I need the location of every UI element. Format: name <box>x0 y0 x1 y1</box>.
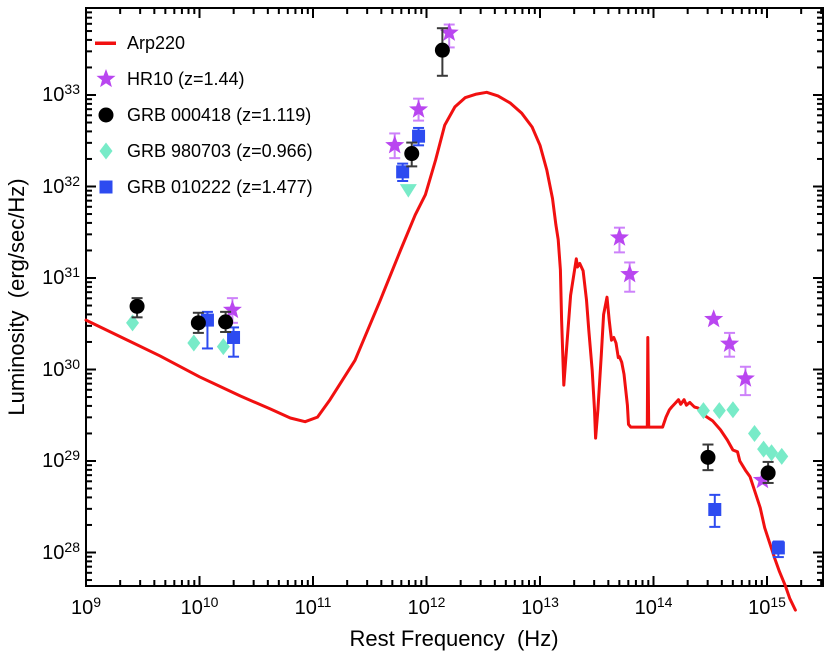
data-point <box>412 129 426 143</box>
legend-marker-glyph <box>96 69 116 88</box>
upper-limit-point <box>399 184 417 198</box>
data-point <box>712 402 726 420</box>
data-point <box>620 264 640 283</box>
data-point <box>385 135 405 154</box>
x-tick-label-e9: 109 <box>70 594 102 619</box>
axes-frame <box>85 7 824 587</box>
data-point <box>409 99 429 118</box>
legend-item-grb-980703: GRB 980703 (z=0.966) <box>92 133 313 169</box>
x-tick-label-e15: 1015 <box>748 594 786 619</box>
data-point <box>190 315 206 331</box>
legend-marker-glyph <box>98 107 114 123</box>
legend-label: GRB 010222 (z=1.477) <box>127 176 313 197</box>
data-point <box>771 541 785 555</box>
data-point <box>609 227 629 246</box>
data-point <box>735 368 755 387</box>
x-tick-label-e13: 1013 <box>521 594 559 619</box>
data-point <box>126 314 140 332</box>
legend-marker-glyph <box>99 142 113 160</box>
legend-label: GRB 000418 (z=1.119) <box>127 104 312 125</box>
data-point <box>708 502 722 516</box>
data-point <box>752 470 772 489</box>
legend-marker-glyph <box>95 41 116 45</box>
y-tick-label-e29: 1029 <box>42 447 80 472</box>
x-tick-label-e12: 1012 <box>407 594 446 619</box>
data-point <box>218 314 234 330</box>
legend-circle-icon <box>92 104 122 126</box>
data-point <box>129 298 145 314</box>
data-point <box>765 444 779 462</box>
data-point <box>222 300 242 319</box>
data-point <box>434 42 450 58</box>
legend-label: HR10 (z=1.44) <box>127 68 245 89</box>
y-tick-label-e32: 1032 <box>42 172 80 198</box>
y-tick-label-e30: 1030 <box>42 355 80 381</box>
data-point <box>96 69 116 88</box>
data-point <box>99 180 113 194</box>
data-point <box>187 334 201 352</box>
data-point <box>726 401 740 419</box>
legend-item-grb-000418: GRB 000418 (z=1.119) <box>92 97 313 133</box>
legend: Arp220 HR10 (z=1.44) GRB 000418 (z=1.119… <box>92 25 313 205</box>
data-point <box>748 425 762 443</box>
x-tick-label-e11: 1011 <box>294 594 332 619</box>
legend-item-hr10: HR10 (z=1.44) <box>92 61 313 97</box>
arp220-curve <box>84 90 797 612</box>
data-point <box>439 22 459 41</box>
data-point <box>700 449 716 465</box>
series-grb-000418-z-1-119- <box>129 27 776 484</box>
data-point <box>227 330 241 344</box>
axis-ticks <box>85 8 823 586</box>
x-axis-label: Rest Frequency (Hz) <box>349 626 559 651</box>
data-point <box>216 338 230 356</box>
series-grb-980703-z-0-966- <box>126 184 789 465</box>
data-point <box>396 165 410 179</box>
data-point <box>720 333 740 352</box>
legend-line-swatch <box>92 32 122 54</box>
legend-diamond-icon <box>92 140 122 162</box>
legend-label: GRB 980703 (z=0.966) <box>127 140 313 161</box>
y-tick-label-e28: 1028 <box>42 538 80 564</box>
legend-square-icon <box>92 176 122 198</box>
data-point <box>404 146 420 162</box>
data-point <box>696 402 710 420</box>
y-tick-label-e33: 1033 <box>42 81 80 106</box>
data-point <box>99 142 113 160</box>
legend-item-grb-010222: GRB 010222 (z=1.477) <box>92 169 313 205</box>
x-tick-label-e14: 1014 <box>634 594 673 619</box>
legend-star-icon <box>92 68 122 90</box>
data-point <box>98 107 114 123</box>
y-tick-label-e31: 1031 <box>42 264 80 289</box>
data-point <box>775 447 789 465</box>
legend-label: Arp220 <box>127 32 186 53</box>
x-tick-label-e10: 1010 <box>180 594 219 619</box>
legend-marker-glyph <box>99 180 113 194</box>
data-point <box>704 309 724 328</box>
legend-item-arp220: Arp220 <box>92 25 313 61</box>
series-grb-010222-z-1-477- <box>200 126 785 559</box>
data-point <box>760 465 776 481</box>
